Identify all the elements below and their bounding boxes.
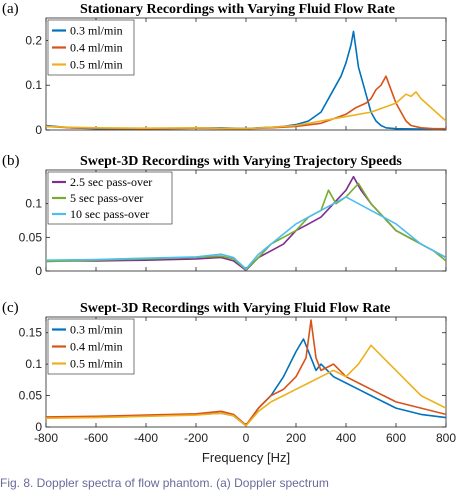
y-tick-label: 0: [35, 264, 42, 278]
panel-c: (c) Swept-3D Recordings with Varying Flui…: [2, 300, 456, 445]
panel-title: Swept-3D Recordings with Varying Traject…: [80, 154, 402, 169]
legend-entry: 5 sec pass-over: [70, 191, 143, 205]
panel-label: (c): [2, 300, 19, 316]
panel-title: Stationary Recordings with Varying Fluid…: [80, 2, 395, 17]
y-tick-label: 0.15: [19, 326, 43, 340]
x-tick-label: -800: [34, 431, 58, 445]
series-line-2: [46, 319, 446, 426]
panel-b: (b) Swept-3D Recordings with Varying Traj…: [2, 153, 447, 278]
x-axis-label: Frequency [Hz]: [202, 450, 290, 465]
panel-title: Swept-3D Recordings with Varying Fluid F…: [80, 301, 390, 316]
legend-entry: 2.5 sec pass-over: [70, 175, 152, 189]
series-line-3: [46, 91, 446, 130]
y-tick-label: 0.05: [19, 230, 43, 244]
panel-label: (b): [2, 153, 20, 169]
legend-entry: 0.4 ml/min: [70, 41, 123, 55]
y-tick-label: 0.05: [19, 389, 43, 403]
legend-entry: 0.5 ml/min: [70, 357, 123, 371]
y-tick-label: 0.1: [25, 197, 42, 211]
y-tick-label: 0.1: [25, 78, 42, 92]
y-tick-label: 0.2: [25, 33, 42, 47]
legend-entry: 0.3 ml/min: [70, 323, 123, 337]
x-tick-label: -600: [84, 431, 108, 445]
x-tick-label: 400: [336, 431, 356, 445]
x-tick-label: -400: [134, 431, 158, 445]
series-line-3: [46, 196, 446, 270]
x-tick-label: 200: [286, 431, 306, 445]
panel-a: (a) Stationary Recordings with Varying Fl…: [2, 1, 447, 137]
legend-box: [47, 171, 173, 225]
legend-entry: 0.4 ml/min: [70, 340, 123, 354]
series-line-3: [46, 344, 446, 427]
y-tick-label: 0: [35, 123, 42, 137]
x-tick-label: 600: [386, 431, 406, 445]
x-tick-label: -200: [184, 431, 208, 445]
panel-label: (a): [2, 1, 19, 17]
legend-entry: 0.5 ml/min: [70, 58, 123, 72]
x-tick-label: 800: [436, 431, 456, 445]
legend-entry: 10 sec pass-over: [70, 207, 149, 221]
x-tick-label: 0: [243, 431, 250, 445]
legend-entry: 0.3 ml/min: [70, 24, 123, 38]
figure-caption: Fig. 8. Doppler spectra of flow phantom.…: [0, 476, 329, 490]
y-tick-label: 0.1: [25, 357, 42, 371]
y-tick-label: 0: [35, 420, 42, 434]
